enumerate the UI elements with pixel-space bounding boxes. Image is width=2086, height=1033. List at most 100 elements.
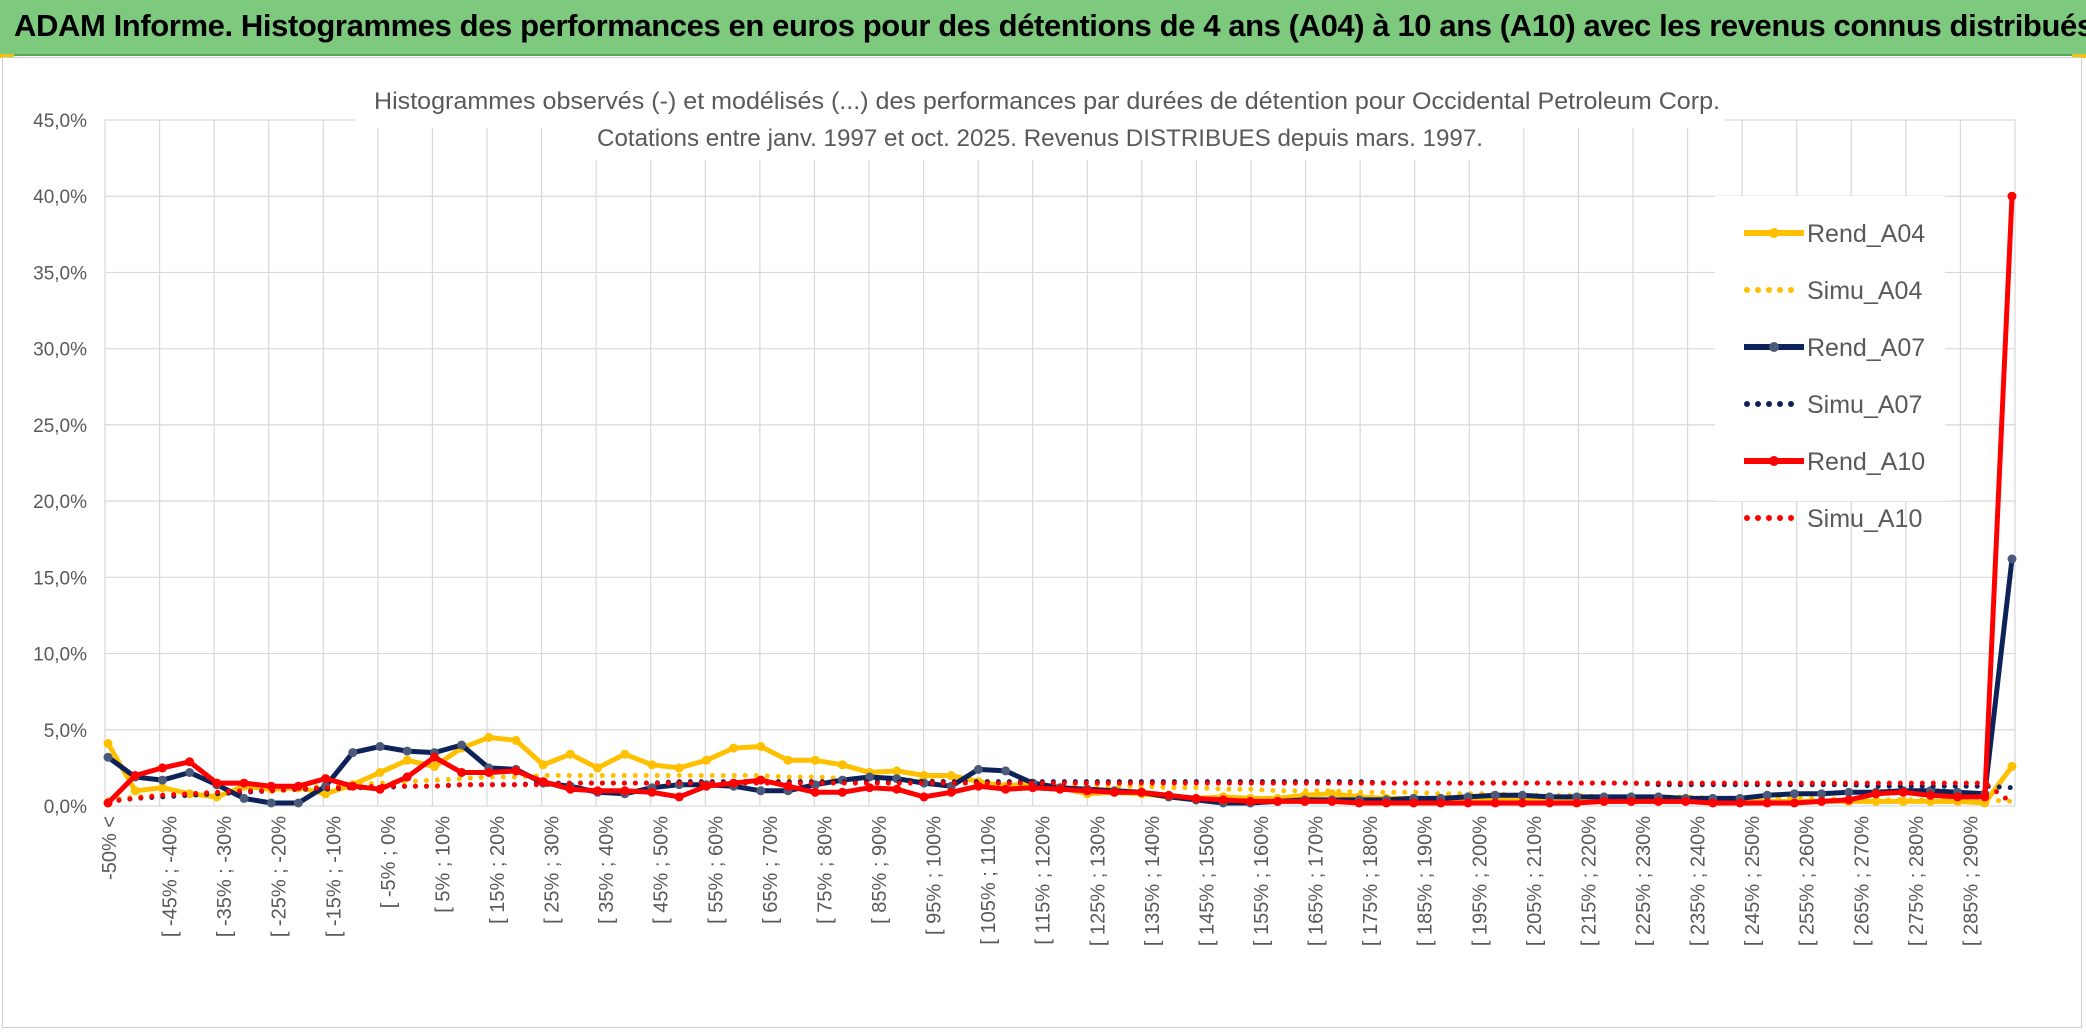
rend-a04-point (756, 742, 765, 751)
rend-a10-point (1464, 799, 1473, 808)
x-tick-label: [ 285% ; 290% (1960, 816, 1982, 946)
rend-a10-point (811, 788, 820, 797)
axis-layer: 0,0% 5,0% 10,0% 15,0% 20,0% 25,0% 30,0% 35,0% 40… (33, 111, 1982, 946)
rend-a07-point (104, 753, 113, 762)
rend-a10-point (1110, 788, 1119, 797)
x-tick-label: [ 75% ; 80% (814, 816, 836, 924)
x-tick-label: [ 225% ; 230% (1633, 816, 1655, 946)
chart-subtitle: Cotations entre janv. 1997 et oct. 2025.… (597, 125, 1483, 152)
rend-a07-point (974, 765, 983, 774)
rend-a10-point (1844, 795, 1853, 804)
rend-a04-point (729, 744, 738, 753)
rend-a04-legend-label: Rend_A04 (1807, 220, 1925, 248)
rend-a04-point (430, 762, 439, 771)
x-tick-label: [ 95% ; 100% (924, 816, 946, 935)
x-tick-label: [ 125% ; 130% (1087, 816, 1109, 946)
y-tick-label: 15,0% (33, 568, 87, 589)
rend-a10-point (1572, 799, 1581, 808)
rend-a10-point (675, 792, 684, 801)
rend-a04-point (376, 768, 385, 777)
rend-a10-point (838, 788, 847, 797)
rend-a10-point (1872, 789, 1881, 798)
rend-a10-point (1273, 797, 1282, 806)
rend-a07-point (1518, 791, 1527, 800)
rend-a07-point (457, 741, 466, 750)
rend-a10-point (1246, 797, 1255, 806)
rend-a04-point (838, 760, 847, 769)
x-tick-label: [ 85% ; 90% (869, 816, 891, 924)
y-tick-label: 5,0% (44, 721, 87, 742)
y-tick-label: 40,0% (33, 187, 87, 208)
rend-a04-point (566, 750, 575, 759)
rend-a10-point (620, 786, 629, 795)
chart-title: Histogrammes observés (-) et modélisés (… (374, 88, 1720, 115)
x-tick-label: [ 195% ; 200% (1469, 816, 1491, 946)
rend-a10-point (1164, 791, 1173, 800)
rend-a10-point (1436, 799, 1445, 808)
x-tick-label: [ 155% ; 160% (1251, 816, 1273, 946)
rend-a10-point (1627, 797, 1636, 806)
rend-a10-point (457, 768, 466, 777)
rend-a04-point (947, 771, 956, 780)
rend-a07-point (1763, 791, 1772, 800)
rend-a10-point (1382, 799, 1391, 808)
rend-a07-point (756, 786, 765, 795)
x-tick-label: [ 45% ; 50% (651, 816, 673, 924)
rend-a10-point (484, 768, 493, 777)
rend-a04-point (648, 760, 657, 769)
x-tick-label: -50% < (99, 816, 121, 880)
rend-a10-point (2008, 192, 2017, 201)
rend-a10-point (1518, 799, 1527, 808)
rend-a10-point (185, 757, 194, 766)
rend-a10-point (1137, 788, 1146, 797)
rend-a10-point (1980, 792, 1989, 801)
rend-a07-legend-label: Rend_A07 (1807, 334, 1925, 362)
rend-a10-point (512, 766, 521, 775)
simu-a10-legend-label: Simu_A10 (1807, 505, 1922, 533)
rend-a04-point (104, 739, 113, 748)
x-tick-label: [ 215% ; 220% (1578, 816, 1600, 946)
y-tick-label: 25,0% (33, 416, 87, 437)
rend-a07-point (1001, 766, 1010, 775)
rend-a10-point (648, 788, 657, 797)
y-tick-label: 10,0% (33, 645, 87, 666)
x-tick-label: [ 135% ; 140% (1142, 816, 1164, 946)
rend-a04-point (539, 760, 548, 769)
rend-a07-point (403, 747, 412, 756)
rend-a04-legend-marker (1769, 228, 1779, 238)
x-tick-label: [ 245% ; 250% (1742, 816, 1764, 946)
rend-a04-point (892, 766, 901, 775)
rend-a10-point (1926, 791, 1935, 800)
rend-a10-point (212, 779, 221, 788)
rend-a10-point (593, 786, 602, 795)
rend-a07-point (294, 799, 303, 808)
x-tick-label: [ 235% ; 240% (1688, 816, 1710, 946)
rend-a10-point (1219, 795, 1228, 804)
rend-a07-point (376, 742, 385, 751)
rend-a04-point (811, 756, 820, 765)
rend-a10-point (131, 771, 140, 780)
x-tick-label: [ 105% ; 110% (978, 816, 1000, 945)
y-tick-label: 20,0% (33, 492, 87, 513)
x-tick-label: [ 145% ; 150% (1196, 816, 1218, 946)
rend-a04-point (512, 736, 521, 745)
rend-a10-point (1953, 792, 1962, 801)
y-tick-label: 0,0% (44, 797, 87, 818)
x-tick-label: [ 185% ; 190% (1415, 816, 1437, 946)
rend-a10-point (1600, 797, 1609, 806)
y-tick-label: 35,0% (33, 263, 87, 284)
x-tick-label: [ 255% ; 260% (1797, 816, 1819, 946)
rend-a10-point (892, 785, 901, 794)
rend-a07-point (1790, 789, 1799, 798)
rend-a10-point (1355, 799, 1364, 808)
rend-a10-point (1409, 799, 1418, 808)
y-tick-label: 45,0% (33, 111, 87, 132)
rend-a10-point (430, 753, 439, 762)
title-banner: ADAM Informe. Histogrammes des performan… (0, 0, 2086, 56)
rend-a07-point (2008, 555, 2017, 564)
x-tick-label: [ -25% ; -20% (269, 816, 291, 937)
x-tick-label: [ -5% ; 0% (378, 816, 400, 908)
rend-a07-point (1491, 791, 1500, 800)
rend-a10-point (1790, 799, 1799, 808)
x-tick-label: [ 25% ; 30% (542, 816, 564, 924)
